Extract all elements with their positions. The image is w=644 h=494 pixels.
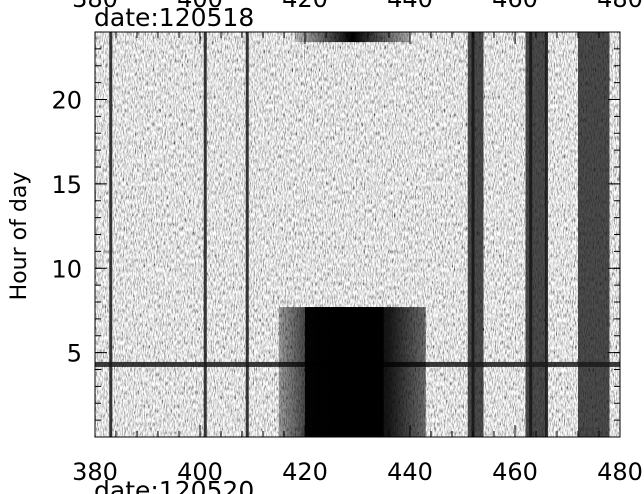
x-tick-label-top: 380 [72, 0, 118, 13]
top-title: date:120518 [94, 3, 254, 32]
dark-vertical-line [471, 32, 475, 437]
y-axis: 5 10 15 20 [51, 48, 620, 421]
dark-vertical-band [467, 32, 484, 437]
x-tick-label-top: 480 [597, 0, 643, 13]
dark-vertical-line [545, 32, 548, 437]
dark-vertical-line [109, 32, 113, 437]
x-tick-label-top: 400 [177, 0, 223, 13]
x-tick-label: 440 [387, 458, 433, 486]
x-tick-label-top: 440 [387, 0, 433, 13]
y-tick-label: 15 [51, 171, 82, 199]
x-tick-label: 400 [177, 458, 223, 486]
x-axis-bottom: 380 400 420 440 460 480 [72, 425, 643, 486]
x-tick-label: 420 [282, 458, 328, 486]
y-tick-label: 5 [67, 340, 82, 368]
top-dark-strip [294, 32, 410, 43]
heatmap-features [95, 32, 620, 437]
bottom-title: date:120520 [94, 476, 254, 494]
dark-vertical-band [578, 32, 610, 437]
x-tick-label: 480 [597, 458, 643, 486]
dark-vertical-line [203, 32, 207, 437]
dark-vertical-line [245, 32, 249, 437]
y-tick-label: 10 [51, 255, 82, 283]
x-tick-label-top: 420 [282, 0, 328, 13]
y-axis-label: Hour of day [7, 172, 32, 301]
x-tick-label: 380 [72, 458, 118, 486]
dark-vertical-line [529, 32, 533, 437]
x-tick-label-top: 460 [492, 0, 538, 13]
dark-vertical-band [525, 32, 547, 437]
x-axis-top: 380 400 420 440 460 480 [72, 0, 643, 44]
x-tick-label: 460 [492, 458, 538, 486]
dark-block-core [305, 307, 384, 437]
plot-area [95, 32, 620, 437]
y-tick-label: 20 [51, 87, 82, 115]
